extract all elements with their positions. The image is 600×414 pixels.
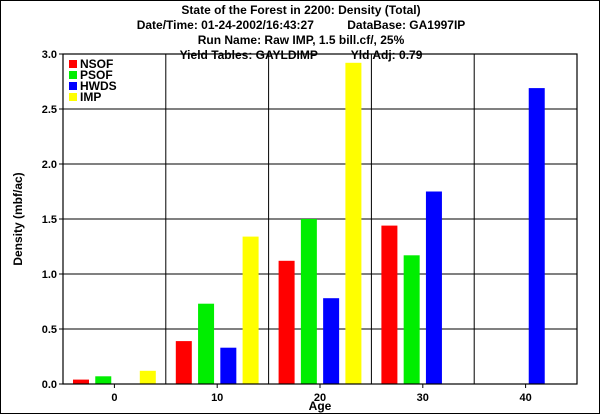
y-tick-label: 2.5 — [42, 104, 57, 116]
bar-psof-20 — [300, 219, 317, 384]
y-tick-label: 0.5 — [42, 324, 57, 336]
database-text: DataBase: GA1997IP — [347, 18, 466, 32]
y-tick-label: 0.0 — [42, 379, 57, 391]
bar-imp-20 — [345, 62, 362, 385]
bar-nsof-30 — [381, 225, 398, 384]
bar-imp-0 — [139, 370, 156, 384]
chart-title: State of the Forest in 2200: Density (To… — [181, 3, 421, 17]
bars — [73, 62, 545, 385]
x-tick-label: 10 — [211, 392, 223, 404]
bar-psof-0 — [95, 376, 112, 384]
bar-psof-10 — [198, 303, 215, 384]
legend-swatch-psof — [69, 71, 77, 79]
bar-hwds-20 — [323, 298, 340, 384]
legend-label-hwds: HWDS — [80, 79, 117, 93]
y-tick-label: 3.0 — [42, 49, 57, 61]
legend-label-nsof: NSOF — [80, 57, 113, 71]
y-tick-label: 1.5 — [42, 214, 57, 226]
x-tick-label: 20 — [314, 392, 326, 404]
bar-imp-10 — [242, 236, 259, 384]
legend-swatch-hwds — [69, 82, 77, 90]
run-name-text: Run Name: Raw IMP, 1.5 bill.cf/, 25% — [197, 33, 405, 47]
tick-labels: 0.0 0.5 1.0 1.5 2.0 2.5 3.0 0 10 20 30 40 — [42, 49, 532, 404]
axes — [59, 53, 578, 388]
legend-label-imp: IMP — [80, 90, 101, 104]
bar-nsof-20 — [278, 260, 295, 384]
legend-label-psof: PSOF — [80, 68, 113, 82]
header-line-2: Date/Time: 01-24-2002/16:43:27 DataBase:… — [1, 18, 600, 32]
plot-border — [62, 53, 578, 385]
legend-swatch-imp — [69, 93, 77, 101]
bar-hwds-40 — [528, 88, 545, 384]
datetime-text: Date/Time: 01-24-2002/16:43:27 — [136, 18, 314, 32]
x-tick-label: 30 — [417, 392, 429, 404]
legend-swatch-nsof — [69, 60, 77, 68]
bar-nsof-10 — [175, 341, 192, 384]
y-tick-label: 2.0 — [42, 159, 57, 171]
x-tick-label: 40 — [519, 392, 531, 404]
bar-hwds-30 — [425, 191, 442, 384]
bar-hwds-10 — [220, 347, 237, 384]
y-tick-label: 1.0 — [42, 269, 57, 281]
header-line-4: Yield Tables: GAYLDIMP Yld Adj: 0.79 — [1, 48, 600, 62]
x-tick-label: 0 — [111, 392, 117, 404]
bar-psof-30 — [403, 255, 420, 384]
yield-tables-text: Yield Tables: GAYLDIMP — [179, 48, 318, 62]
bar-nsof-0 — [73, 379, 89, 384]
y-axis-label: Density (mbf/ac) — [11, 172, 25, 265]
x-axis-label: Age — [309, 399, 332, 413]
yld-adj-text: Yld Adj: 0.79 — [350, 48, 423, 62]
grid-lines — [62, 53, 578, 385]
